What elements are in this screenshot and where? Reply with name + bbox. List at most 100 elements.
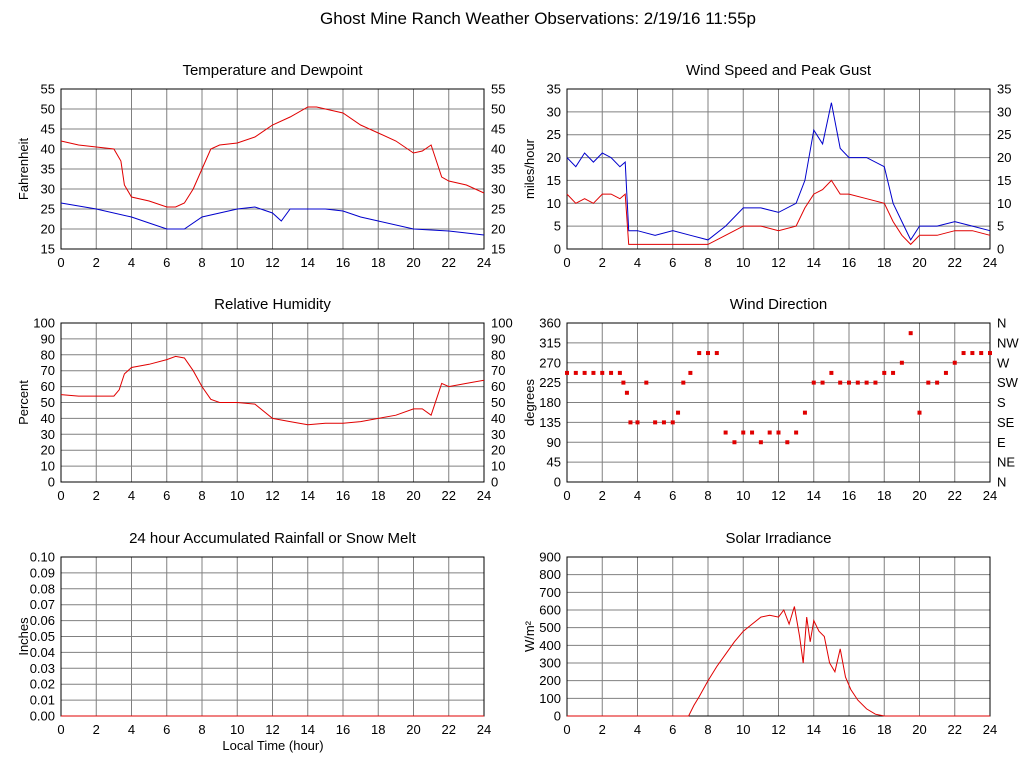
solar-ytick-label: 400	[539, 638, 561, 653]
temp-ytick-label: 50	[41, 102, 55, 117]
solar-series-red	[567, 606, 990, 717]
dir-point	[676, 410, 681, 415]
temp-xtick-label: 8	[198, 255, 205, 270]
solar-ytick-label: 300	[539, 656, 561, 671]
dir-point	[917, 410, 922, 415]
rh-right-ytick-label: 20	[491, 443, 505, 458]
rh-right-ytick-label: 40	[491, 411, 505, 426]
dir-right-ytick-label: E	[997, 435, 1006, 450]
solar-xtick-label: 2	[599, 722, 606, 737]
wind-series-red	[566, 179, 991, 246]
dir-point	[864, 380, 869, 385]
dir-xtick-label: 2	[599, 488, 606, 503]
temp-xtick-label: 10	[230, 255, 244, 270]
temp-xtick-label: 24	[477, 255, 491, 270]
temp-right-ytick-label: 20	[491, 222, 505, 237]
rain-xtick-label: 12	[265, 722, 279, 737]
dir-title: Wind Direction	[730, 296, 828, 313]
dir-point	[697, 351, 702, 356]
dir-ytick-label: 180	[539, 395, 561, 410]
rain-ytick-label: 0.01	[30, 693, 55, 708]
rh-ytick-label: 50	[41, 395, 55, 410]
rh-series-red	[60, 355, 485, 426]
wind-right-ytick-label: 20	[997, 150, 1011, 165]
temp-xtick-label: 4	[128, 255, 135, 270]
dir-point	[838, 380, 843, 385]
temp-xtick-label: 22	[442, 255, 456, 270]
wind-xtick-label: 12	[771, 255, 785, 270]
temp-ytick-label: 20	[41, 222, 55, 237]
dir-point	[714, 351, 719, 356]
dir-point	[624, 390, 629, 395]
rh-xtick-label: 12	[265, 488, 279, 503]
dir-point	[979, 351, 984, 356]
solar-xtick-label: 16	[842, 722, 856, 737]
solar-ytick-label: 700	[539, 585, 561, 600]
rh-xtick-label: 22	[442, 488, 456, 503]
wind-xtick-label: 24	[983, 255, 997, 270]
rain-xtick-label: 8	[198, 722, 205, 737]
dir-ytick-label: 225	[539, 375, 561, 390]
rh-ytick-label: 30	[41, 427, 55, 442]
temp-series-red	[60, 106, 485, 208]
wind-right-ytick-label: 35	[997, 82, 1011, 97]
rain-xtick-label: 22	[442, 722, 456, 737]
dir-point	[661, 420, 666, 425]
temp-xtick-label: 12	[265, 255, 279, 270]
temp-title: Temperature and Dewpoint	[182, 62, 363, 79]
rh-right-ytick-label: 30	[491, 427, 505, 442]
rh-right-ytick-label: 10	[491, 459, 505, 474]
solar-xtick-label: 6	[669, 722, 676, 737]
dir-xtick-label: 0	[563, 488, 570, 503]
temp-ytick-label: 45	[41, 122, 55, 137]
rh-ytick-label: 0	[48, 475, 55, 490]
rh-xtick-label: 18	[371, 488, 385, 503]
temp-right-ytick-label: 50	[491, 102, 505, 117]
dir-point	[628, 420, 633, 425]
wind-ytick-label: 0	[554, 242, 561, 257]
rain-ytick-label: 0.03	[30, 661, 55, 676]
rain-ytick-label: 0.04	[30, 645, 55, 660]
rh-frame	[60, 322, 485, 483]
solar-ylabel: W/m²	[522, 620, 537, 652]
wind-title: Wind Speed and Peak Gust	[686, 62, 872, 79]
rain-xtick-label: 6	[163, 722, 170, 737]
solar-xtick-label: 18	[877, 722, 891, 737]
dir-point	[591, 370, 596, 375]
dir-point	[847, 380, 851, 385]
wind-right-ytick-label: 10	[997, 196, 1011, 211]
rh-right-ytick-label: 0	[491, 475, 498, 490]
solar-xtick-label: 24	[983, 722, 997, 737]
wind-ytick-label: 30	[547, 104, 561, 119]
dir-xtick-label: 24	[983, 488, 997, 503]
temp-ytick-label: 30	[41, 182, 55, 197]
rh-ytick-label: 80	[41, 347, 55, 362]
wind-xtick-label: 14	[807, 255, 821, 270]
wind-ytick-label: 15	[547, 173, 561, 188]
dir-point	[582, 370, 587, 375]
dir-xtick-label: 12	[771, 488, 785, 503]
wind-ylabel: miles/hour	[522, 138, 537, 199]
rh-xtick-label: 14	[301, 488, 315, 503]
wind-right-ytick-label: 25	[997, 127, 1011, 142]
wind-right-ytick-label: 30	[997, 104, 1011, 119]
dir-point	[811, 380, 816, 385]
solar-frame	[566, 556, 991, 717]
dir-point	[855, 380, 860, 385]
rh-ytick-label: 90	[41, 331, 55, 346]
dir-point	[635, 420, 640, 425]
dir-point	[600, 370, 605, 375]
dir-point	[952, 360, 957, 365]
rh-right-ytick-label: 50	[491, 395, 505, 410]
temp-xtick-label: 16	[336, 255, 350, 270]
rain-ytick-label: 0.08	[30, 581, 55, 596]
dir-xtick-label: 4	[634, 488, 641, 503]
dir-point	[688, 370, 693, 375]
temp-ytick-label: 35	[41, 162, 55, 177]
solar-title: Solar Irradiance	[726, 530, 832, 547]
solar-ytick-label: 800	[539, 567, 561, 582]
dir-point	[899, 360, 904, 365]
rain-xtick-label: 18	[371, 722, 385, 737]
